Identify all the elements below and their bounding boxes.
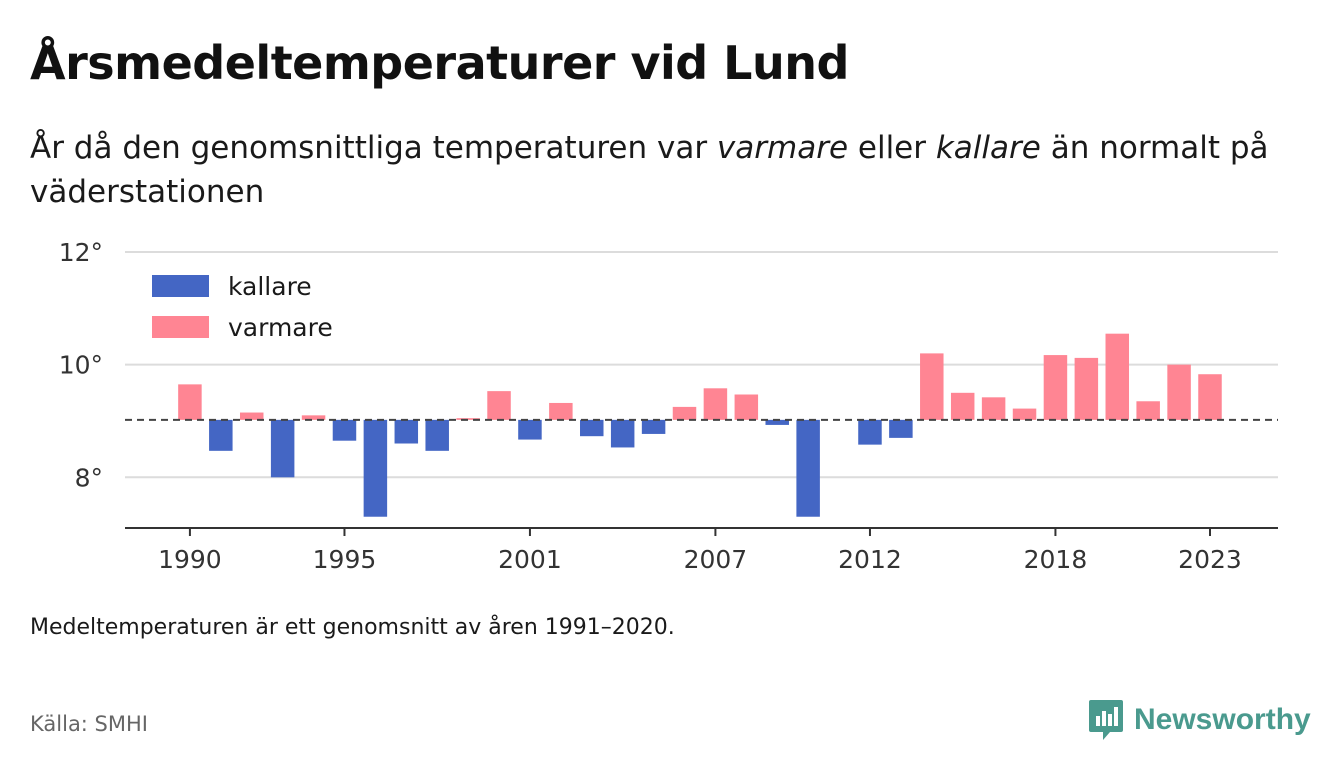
bar-2015 (950, 392, 975, 420)
bar-1999 (456, 418, 480, 420)
y-tick-label: 10° (59, 351, 103, 380)
y-tick-label: 12° (59, 238, 103, 267)
bar-1993 (270, 419, 295, 478)
y-tick-labels: 8° 10° 12° (59, 238, 103, 492)
chart-subtitle: År då den genomsnittliga temperaturen va… (30, 126, 1300, 214)
y-tick-label: 8° (75, 463, 103, 492)
subtitle-cold-word: kallare (935, 130, 1041, 166)
legend-label-warm: varmare (228, 313, 333, 342)
legend-swatch-warm (152, 316, 209, 338)
bar-2003 (580, 419, 604, 437)
x-tick-label: 2012 (838, 545, 902, 574)
bar-2013 (889, 419, 913, 438)
legend: kallare varmare (140, 265, 345, 347)
bar-1992 (239, 412, 264, 420)
x-tick-labels: 1990 1995 2001 2007 2012 2018 2023 (158, 528, 1242, 574)
bar-2014 (920, 353, 944, 420)
bar-1998 (425, 419, 449, 451)
bar-2016 (981, 397, 1006, 420)
brand-logo: Newsworthy (1088, 698, 1311, 742)
bar-2006 (672, 406, 697, 420)
source-label: Källa: SMHI (30, 712, 148, 736)
bar-2021 (1136, 401, 1160, 420)
subtitle-text-3: än normalt på väderstationen (30, 130, 1269, 210)
bar-1996 (363, 419, 388, 517)
x-tick-label: 2018 (1024, 545, 1088, 574)
bar-2019 (1074, 357, 1099, 420)
x-tick-label: 2007 (684, 545, 748, 574)
bar-2020 (1105, 333, 1130, 420)
newsworthy-logo-icon (1089, 700, 1123, 740)
bar-1990 (178, 384, 202, 420)
x-tick-label: 2023 (1178, 545, 1242, 574)
bar-2017 (1012, 408, 1037, 420)
bar-2010 (796, 419, 820, 517)
bar-2005 (641, 419, 666, 434)
x-tick-label: 1995 (313, 545, 377, 574)
brand-name: Newsworthy (1134, 703, 1311, 736)
bar-2002 (549, 402, 573, 420)
chart-title: Årsmedeltemperaturer vid Lund (30, 36, 849, 90)
bar-2004 (610, 419, 635, 448)
subtitle-text-2: eller (848, 130, 936, 166)
bar-2018 (1043, 355, 1068, 420)
subtitle-warm-word: varmare (716, 130, 849, 166)
chart-note: Medeltemperaturen är ett genomsnitt av å… (30, 615, 675, 640)
bar-1991 (209, 419, 233, 451)
x-tick-label: 2001 (498, 545, 562, 574)
bar-1997 (394, 419, 419, 444)
legend-swatch-cold (152, 275, 209, 297)
bar-2007 (703, 388, 728, 420)
bar-1994 (301, 415, 326, 420)
bars (178, 333, 1222, 517)
bar-2009 (765, 419, 789, 425)
subtitle-text-1: År då den genomsnittliga temperaturen va… (30, 130, 717, 166)
bar-2001 (518, 419, 542, 440)
legend-label-cold: kallare (228, 272, 312, 301)
bar-2008 (734, 394, 759, 420)
bar-2000 (487, 391, 511, 420)
bar-2012 (858, 419, 882, 445)
bar-2023 (1198, 374, 1222, 420)
x-tick-label: 1990 (158, 545, 222, 574)
bar-1995 (332, 419, 357, 441)
bar-2022 (1167, 364, 1191, 420)
